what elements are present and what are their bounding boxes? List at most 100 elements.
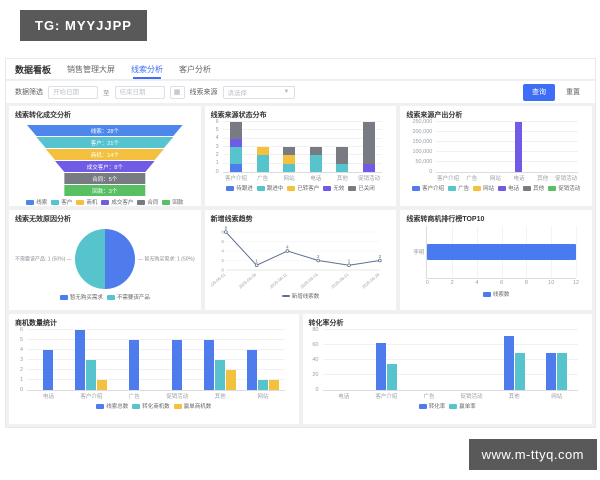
legend-label: 客户介绍 [422,186,445,192]
dashboard-tab[interactable]: 客户分析 [179,64,212,74]
dashboard-window: 数据看板 销售管理大屏 线索分析 客户分析 数据筛选 至 ▦ 线索来源 请选择 ▼ … [5,58,596,428]
legend-label: 转化商机数 [142,404,170,410]
category-slot: 网站 [484,122,508,182]
legend-item[interactable]: 客户 [51,198,72,206]
page-title: 数据看板 [15,64,52,75]
reset-button[interactable]: 重置 [560,86,586,98]
dashboard-tab[interactable]: 销售管理大屏 [67,64,116,74]
chevron-down-icon: ▼ [283,89,290,95]
x-tick-label: 广告 [423,394,435,400]
dashboard-tab[interactable]: 线索分析 [131,59,163,79]
legend-item[interactable]: 暂无购买需求 [59,293,103,301]
legend-swatch [482,291,491,297]
legend-label: 赢单率 [459,404,476,410]
legend-item[interactable]: 其他 [523,184,544,192]
legend-item[interactable]: 转化商机数 [132,402,170,410]
x-tick-label: 广告 [257,176,269,182]
chart-title: 线索来源状态分布 [210,112,267,119]
start-date-input[interactable] [48,85,98,99]
legend-item[interactable]: 无效 [323,184,344,192]
legend-label: 线索数 [492,292,510,298]
y-tick-label: 100,000 [412,148,433,155]
chart-legend: 客户介绍 广告 网站 电话 其他 促销活动 [406,184,586,192]
bar [557,352,568,390]
legend-item[interactable]: 线索总数 [96,402,128,410]
bar-segment [309,147,322,156]
y-tick-label: 2 [19,366,23,373]
plot-area: 0 20 40 60 80 电话 客户介绍 广告 促销活动 其他 网站 [312,327,578,400]
legend-item[interactable]: 赢单商机数 [173,402,211,410]
legend-item[interactable]: 转化率 [418,402,446,410]
chart-title: 新增线索趋势 [210,216,253,223]
category-slot: 广告 [408,330,451,400]
x-tick-label: 其他 [214,394,226,400]
chart-title: 转化率分析 [308,320,344,327]
legend-item[interactable]: 待跟进 [226,184,253,192]
legend-label: 网站 [483,186,495,192]
pie-chart: — 暂无购买需求: 1 (50%) 不需要该产品: 1 (50%) — 暂无购买需求… [15,227,195,310]
legend-item[interactable]: 回款 [162,198,183,206]
funnel-label: 商机：14个 [90,152,119,159]
legend-item[interactable]: 网站 [473,184,494,192]
select-placeholder: 请选择 [227,90,248,97]
category-slot: 电话 [507,122,531,182]
funnel-label: 客户：21个 [90,140,119,147]
chart-title: 线索转商机排行榜TOP10 [406,216,485,223]
y-tick-label: 5 [215,126,219,133]
category-slot: 其他 [199,330,242,400]
legend-item[interactable]: 已关闭 [348,184,375,192]
legend-swatch [348,185,357,191]
legend-label: 无效 [333,186,345,192]
gridline [322,374,578,375]
category-slot: 网站 [535,330,578,400]
pie-area: — 暂无购买需求: 1 (50%) 不需要该产品: 1 (50%) — [15,227,195,291]
category-slot: 客户介绍 [436,122,460,182]
legend-swatch [449,403,458,409]
search-button[interactable]: 查询 [523,83,555,101]
panel-conversion-rate: 转化率分析 0 20 40 60 80 电话 客户介绍 广告 促销活动 其他 网站转化率 赢单率 [301,313,593,425]
legend-item[interactable]: 促销活动 [548,184,580,192]
plot-area: 0 50,000 100,000 150,000 200,000 250,000 客户介绍广… [412,119,578,182]
legend-item[interactable]: 已转客户 [287,184,319,192]
legend-item[interactable]: 合同 [137,198,158,206]
legend-item[interactable]: 广告 [448,184,469,192]
funnel-band: 商机：14个 [45,149,164,160]
stacked-bar [309,122,322,172]
legend-label: 电话 [508,186,520,192]
y-tick-label: 6 [215,118,219,125]
stacked-bar [283,122,296,172]
legend-label: 转化率 [428,404,446,410]
gridline [27,349,285,351]
legend-item[interactable]: 跟进中 [256,184,283,192]
legend-item[interactable]: 客户介绍 [412,184,444,192]
x-tick-label: 电话 [513,176,525,182]
end-date-input[interactable] [114,85,165,99]
y-tick-label: 50,000 [415,158,433,165]
bar [375,342,386,390]
legend-item[interactable]: 不需要该产品 [106,293,150,301]
legend-item[interactable]: 赢单率 [449,402,476,410]
legend-label: 回款 [172,200,184,206]
legend-item[interactable]: 商机 [76,198,97,206]
legend-item[interactable]: 线索 [26,198,47,206]
legend-swatch [132,403,141,409]
y-tick-label: 3 [215,143,219,150]
gridline [436,151,578,152]
legend-item[interactable]: 电话 [498,184,519,192]
chart-title: 线索来源产出分析 [406,112,463,119]
source-select[interactable]: 请选择 ▼ [222,85,295,99]
calendar-icon[interactable]: ▦ [169,85,185,99]
funnel-label: 合同：5个 [92,176,118,183]
category-slot: 广告 [113,330,156,400]
chart-legend: 新增线索数 [211,292,391,300]
x-tick-label: 2 [450,280,454,286]
gridline [222,137,383,139]
legend-item[interactable]: 成交客户 [101,198,133,206]
bar-segment [336,147,349,164]
y-tick-label: 3 [19,356,23,363]
legend-item[interactable]: 线索数 [482,290,510,298]
bar [43,350,54,390]
legend-item[interactable]: 新增线索数 [281,292,319,300]
chart-title: 线索转化成交分析 [15,112,71,119]
